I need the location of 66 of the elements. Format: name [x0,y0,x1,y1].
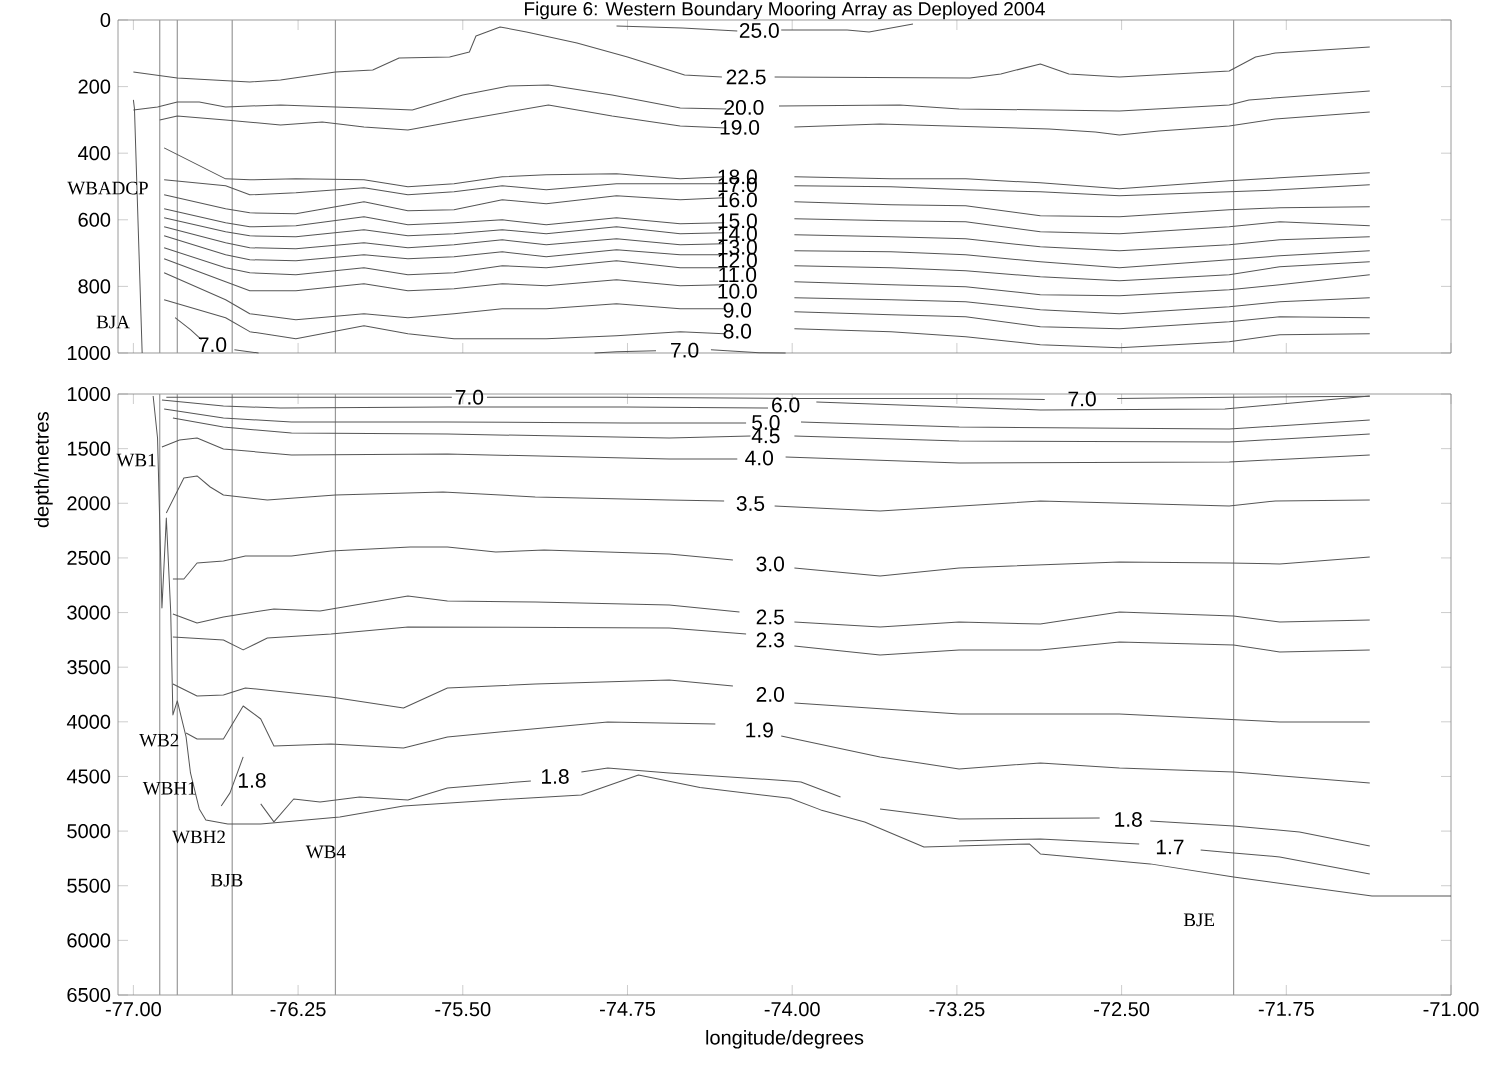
y-tick-label: 2000 [67,496,111,511]
series-label: 22.5 [726,69,766,85]
annotation: WBH2 [172,830,225,844]
x-tick-label: -75.50 [435,1002,491,1017]
series-label: 10.0 [718,283,757,299]
series-label: 7.0 [671,342,699,358]
y-tick-label: 1500 [67,441,111,456]
series-label: 1.8 [238,772,266,788]
x-tick-label: -77.00 [105,1002,161,1017]
chart-title: Figure 6: Western Boundary Mooring Array as Deployed 2004 [525,1,1045,20]
x-tick-label: -72.50 [1094,1002,1150,1017]
y-tick-label: 3000 [67,605,111,620]
series-label: 4.0 [745,450,774,466]
y-tick-label: 4500 [66,769,111,784]
annotation: WBADCP [67,181,148,195]
x-tick-label: -74.00 [764,1002,820,1017]
annotation: BJE [1183,913,1215,927]
annotation: WB2 [139,733,179,747]
y-tick-label: 5500 [67,878,111,893]
series-label: 2.3 [756,632,784,648]
x-axis-title: longitude/degrees [706,1029,864,1049]
x-tick-label: -76.25 [270,1002,326,1017]
series-label: 16.0 [718,192,757,208]
text: 7.0 [1068,391,1096,407]
series-label: 7.0 [455,389,484,405]
y-tick-label: 600 [78,212,111,227]
x-tick-label: -74.75 [600,1002,656,1017]
series-label: 25.0 [739,23,779,38]
y-tick-label: 0 [100,12,111,28]
series-label: 7.0 [198,337,227,353]
series-label: 4.5 [751,428,780,444]
annotation: WB1 [116,453,156,467]
annotation: WBH1 [142,781,196,795]
series-label: 8.0 [723,323,752,339]
y-tick-label: 1000 [67,345,111,361]
series-label: 2.5 [756,609,784,625]
series-label: 2.0 [756,687,785,702]
x-tick-label: -71.75 [1258,1002,1314,1017]
y-tick-label: 6500 [67,987,111,1003]
series-label: 19.0 [720,119,760,135]
annotation: WB4 [305,845,346,859]
annotation: BJB [211,873,243,887]
series-label: 3.5 [736,496,765,511]
x-tick-label: -71.00 [1423,1002,1479,1017]
series-label: 3.0 [756,556,785,572]
y-tick-label: 200 [78,79,111,94]
y-tick-label: 400 [78,146,111,161]
y-tick-label: 6000 [67,933,111,948]
y-tick-label: 1000 [67,386,111,402]
series-label: 1.9 [746,722,773,738]
x-tick-label: -73.25 [929,1002,985,1017]
series-label: 20.0 [724,99,764,115]
series-label: 11.0 [719,267,757,283]
y-tick-label: 2500 [67,550,111,565]
y-tick-label: 800 [78,279,111,294]
series-label: 1.8 [1115,812,1142,827]
annotation: BJA [96,315,130,329]
y-tick-label: 5000 [67,824,111,839]
series-label: 5.0 [752,415,780,430]
series-label: 6.0 [772,397,800,413]
y-tick-label: 4000 [66,714,111,729]
series-label: 9.0 [723,302,752,318]
series-label: 1.7 [1156,839,1184,855]
text: 1.8 [542,769,569,784]
y-tick-label: 3500 [67,660,111,675]
y-axis-title: depth/metres [34,412,53,528]
